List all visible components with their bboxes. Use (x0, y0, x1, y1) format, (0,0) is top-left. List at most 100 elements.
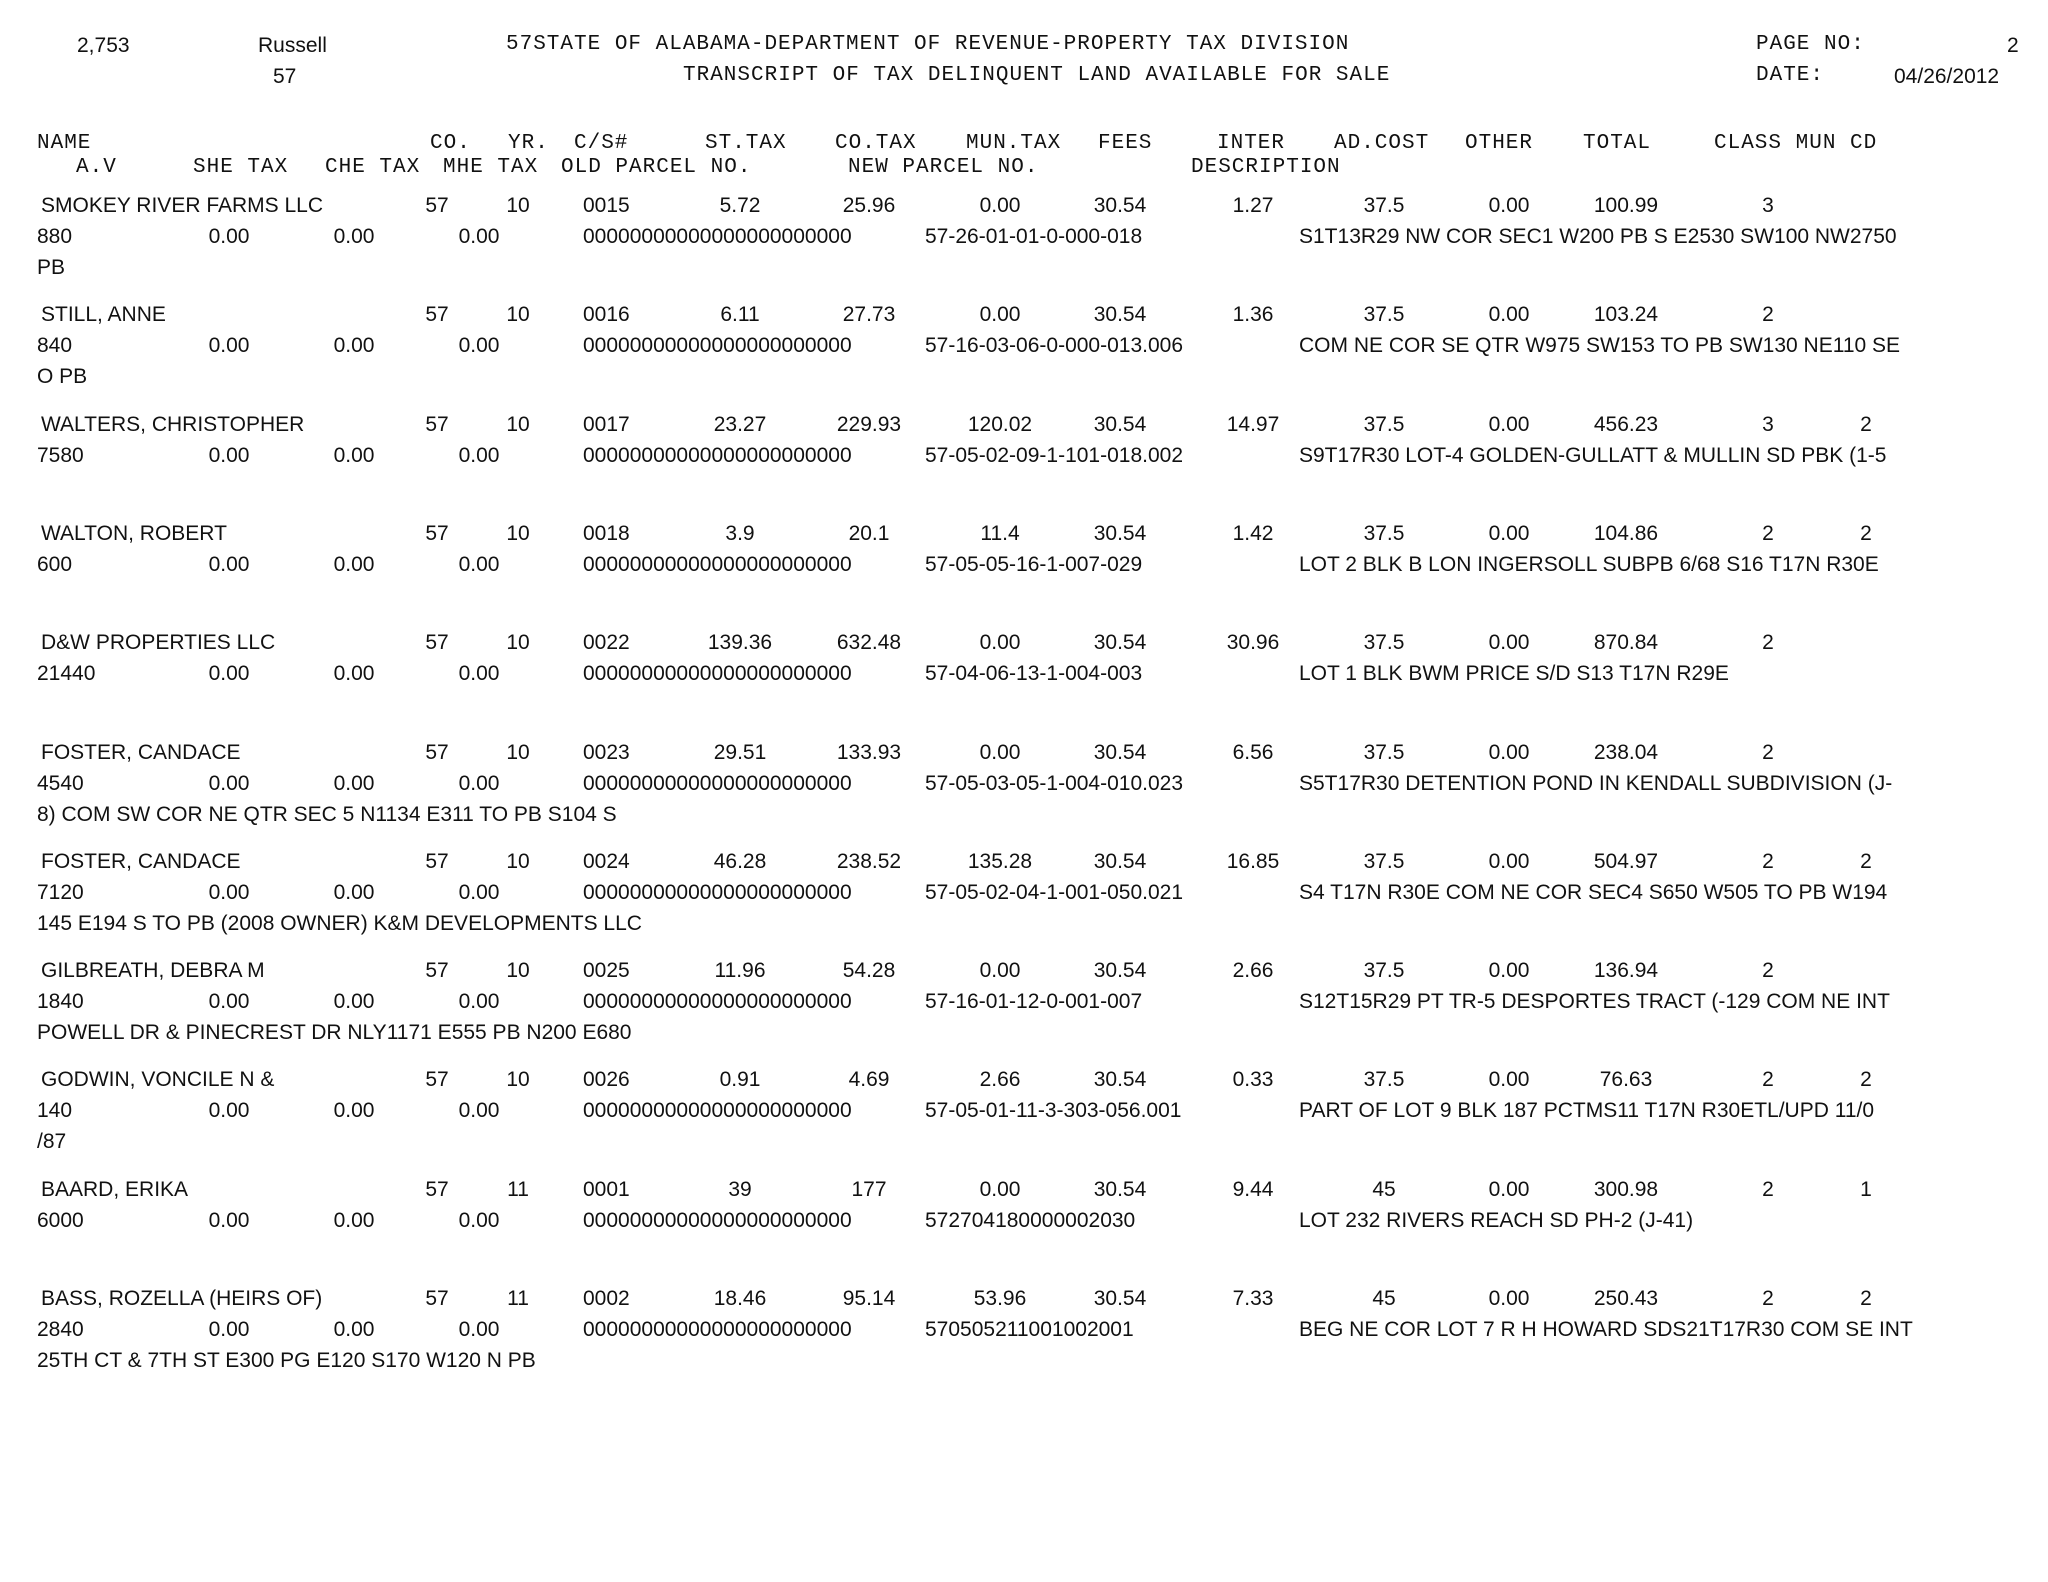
cell-fees: 30.54 (1093, 1177, 1147, 1201)
cell-description-cont: /87 (37, 1130, 67, 1154)
report-title: 57STATE OF ALABAMA-DEPARTMENT OF REVENUE… (506, 33, 1350, 56)
cell-cs: 0022 (583, 631, 630, 655)
cell-mhe-tax: 0.00 (458, 225, 500, 248)
cell-ad-cost: 37.5 (1363, 959, 1405, 983)
cell-total: 870.84 (1593, 631, 1659, 655)
cell-description: COM NE COR SE QTR W975 SW153 TO PB SW130… (1299, 334, 1901, 358)
cell-new-parcel: 57-05-01-11-3-303-056.001 (925, 1099, 1182, 1123)
cell-ad-cost: 37.5 (1363, 521, 1405, 545)
cell-total: 136.94 (1593, 959, 1659, 983)
cell-name: STILL, ANNE (41, 303, 166, 327)
cell-st-tax: 46.28 (713, 849, 767, 873)
cell-yr: 11 (507, 1287, 529, 1310)
cell-st-tax: 5.72 (719, 194, 761, 217)
cell-description: LOT 2 BLK B LON INGERSOLL SUBPB 6/68 S16… (1299, 552, 1879, 576)
cell-av: 880 (37, 225, 73, 248)
cell-other: 0.00 (1488, 412, 1530, 436)
cell-co: 57 (425, 521, 449, 545)
cell-new-parcel: 57-05-02-04-1-001-050.021 (925, 880, 1184, 904)
cell-co: 57 (425, 194, 449, 217)
cell-she-tax: 0.00 (208, 334, 250, 358)
cell-inter: 7.33 (1232, 1287, 1274, 1310)
cell-mun-cd: 2 (1860, 1068, 1872, 1092)
cell-new-parcel: 57-04-06-13-1-004-003 (925, 662, 1143, 686)
cell-inter: 1.36 (1232, 303, 1274, 327)
cell-co-tax: 177 (851, 1177, 887, 1201)
cell-co: 57 (425, 849, 449, 873)
cell-mun-tax: 0.00 (979, 194, 1021, 217)
cell-description-cont: 8) COM SW COR NE QTR SEC 5 N1134 E311 TO… (37, 802, 617, 826)
cell-name: WALTON, ROBERT (41, 521, 227, 545)
cell-new-parcel: 57-05-05-16-1-007-029 (925, 552, 1143, 576)
cell-new-parcel: 57-05-02-09-1-101-018.002 (925, 443, 1184, 467)
cell-name: FOSTER, CANDACE (41, 849, 241, 873)
cell-co-tax: 133.93 (836, 740, 902, 764)
cell-cs: 0001 (583, 1177, 630, 1201)
cell-total: 100.99 (1593, 194, 1659, 217)
cell-cs: 0018 (583, 521, 630, 545)
cell-av: 840 (37, 334, 73, 358)
cell-yr: 10 (506, 959, 530, 983)
cell-mun-tax: 53.96 (973, 1287, 1027, 1310)
cell-she-tax: 0.00 (208, 225, 250, 248)
cell-cs: 0017 (583, 412, 630, 436)
cell-st-tax: 11.96 (714, 959, 766, 983)
cell-che-tax: 0.00 (333, 880, 375, 904)
cell-mun-tax: 11.4 (980, 521, 1020, 545)
cell-st-tax: 18.46 (713, 1287, 767, 1310)
cell-new-parcel: 570505211001002001 (925, 1318, 1134, 1341)
cell-class: 2 (1762, 740, 1774, 764)
cell-mhe-tax: 0.00 (458, 771, 500, 795)
cell-mhe-tax: 0.00 (458, 1208, 500, 1232)
date-label: DATE: (1756, 64, 1825, 87)
cell-other: 0.00 (1488, 194, 1530, 217)
cell-av: 600 (37, 552, 73, 576)
cell-mhe-tax: 0.00 (458, 880, 500, 904)
cell-name: GILBREATH, DEBRA M (41, 959, 265, 983)
cell-ad-cost: 37.5 (1363, 194, 1405, 217)
cell-che-tax: 0.00 (333, 771, 375, 795)
col-fees: FEES (1098, 132, 1153, 155)
cell-co: 57 (425, 1068, 449, 1092)
cell-fees: 30.54 (1093, 521, 1147, 545)
cell-new-parcel: 57-26-01-01-0-000-018 (925, 225, 1143, 248)
cell-co-tax: 27.73 (842, 303, 896, 327)
cell-co: 57 (425, 740, 449, 764)
cell-co: 57 (425, 303, 449, 327)
cell-st-tax: 0.91 (719, 1068, 761, 1092)
cell-name: FOSTER, CANDACE (41, 740, 241, 764)
cell-yr: 10 (506, 631, 530, 655)
cell-che-tax: 0.00 (333, 1208, 375, 1232)
cell-mun-tax: 0.00 (979, 959, 1021, 983)
cell-st-tax: 39 (728, 1177, 752, 1201)
cell-description-cont: POWELL DR & PINECREST DR NLY1171 E555 PB… (37, 1021, 632, 1045)
cell-inter: 6.56 (1232, 740, 1274, 764)
cell-st-tax: 139.36 (707, 631, 773, 655)
cell-mun-cd: 1 (1860, 1177, 1872, 1201)
cell-che-tax: 0.00 (333, 662, 375, 686)
cell-av: 21440 (37, 662, 96, 686)
cell-she-tax: 0.00 (208, 1318, 250, 1341)
cell-mun-tax: 0.00 (979, 740, 1021, 764)
report-date: 04/26/2012 (1894, 65, 2000, 88)
cell-total: 103.24 (1593, 303, 1659, 327)
cell-yr: 10 (506, 1068, 530, 1092)
cell-inter: 30.96 (1226, 631, 1280, 655)
cell-class: 2 (1762, 1287, 1774, 1310)
cell-old-parcel: 00000000000000000000000 (583, 443, 852, 467)
cell-total: 300.98 (1593, 1177, 1659, 1201)
col-co-tax: CO.TAX (835, 132, 917, 155)
col-mun-tax: MUN.TAX (966, 132, 1062, 155)
cell-fees: 30.54 (1093, 412, 1147, 436)
cell-new-parcel: 57-16-01-12-0-001-007 (925, 990, 1143, 1014)
cell-che-tax: 0.00 (333, 225, 375, 248)
cell-new-parcel: 57-16-03-06-0-000-013.006 (925, 334, 1184, 358)
cell-st-tax: 23.27 (713, 412, 767, 436)
col-she-tax: SHE TAX (193, 156, 289, 179)
cell-mun-cd: 2 (1860, 1287, 1872, 1310)
cell-total: 504.97 (1593, 849, 1659, 873)
cell-other: 0.00 (1488, 959, 1530, 983)
cell-che-tax: 0.00 (333, 990, 375, 1014)
cell-mun-tax: 135.28 (967, 849, 1033, 873)
cell-other: 0.00 (1488, 1177, 1530, 1201)
